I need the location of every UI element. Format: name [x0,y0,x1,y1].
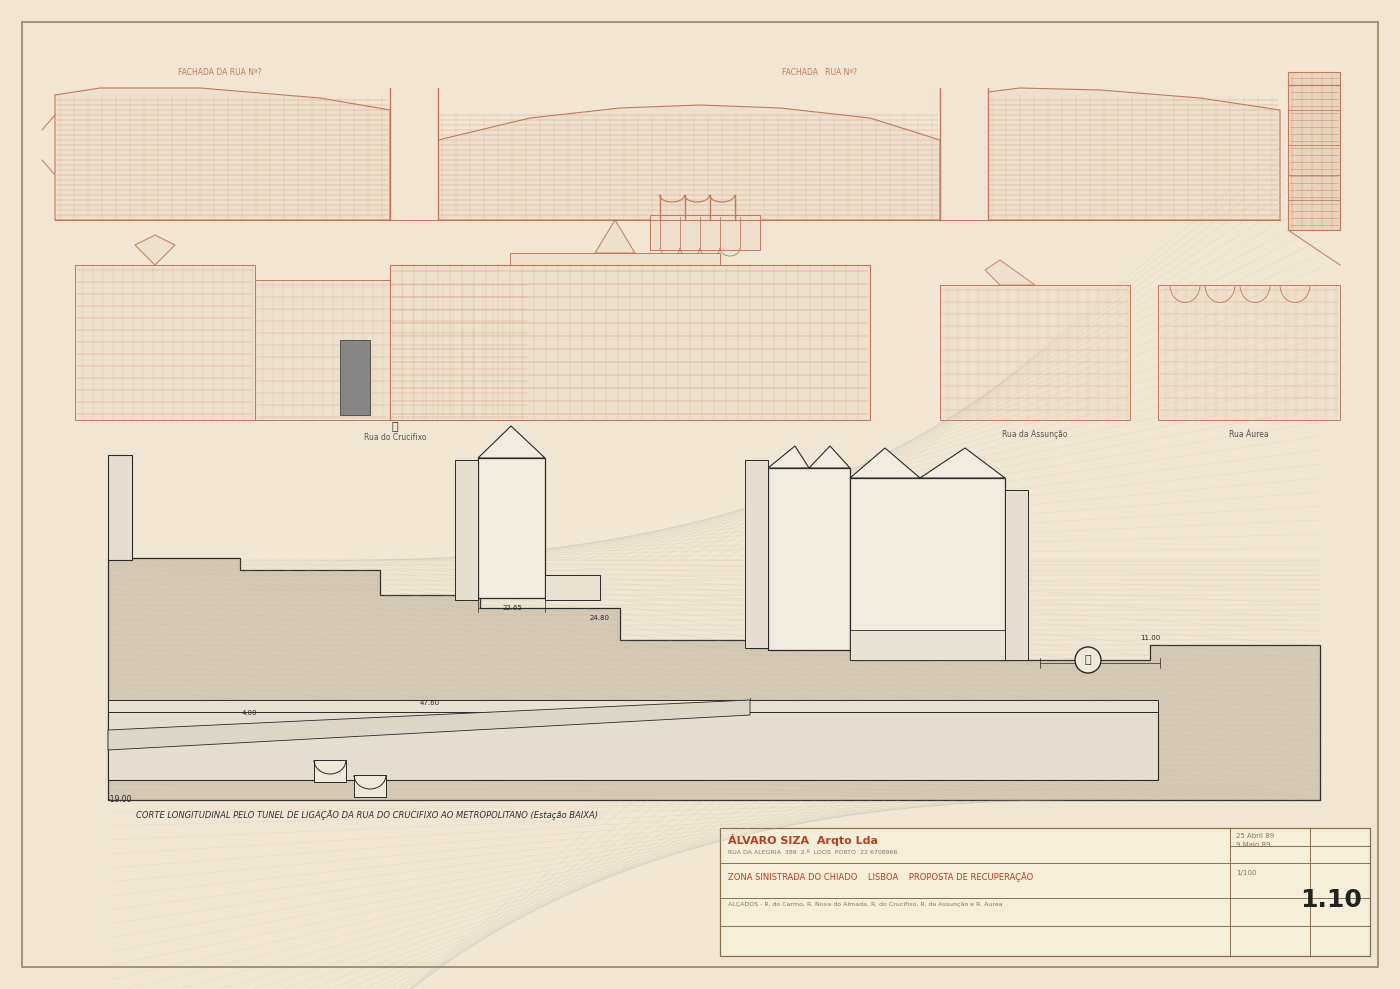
Polygon shape [809,446,850,468]
Text: 4.00: 4.00 [242,710,258,716]
Polygon shape [769,446,809,468]
Text: Ⓜ: Ⓜ [1085,655,1092,665]
Bar [745,460,769,648]
Bar [1005,490,1028,660]
Text: 25 Abril 89: 25 Abril 89 [1236,833,1274,839]
Text: 1/100: 1/100 [1236,870,1256,876]
Text: Rua Áurea: Rua Áurea [1229,430,1268,439]
Text: Ⓜ: Ⓜ [392,422,399,432]
Polygon shape [988,88,1280,220]
Text: -19.00: -19.00 [108,795,133,804]
Text: Rua IVENS: Rua IVENS [463,513,469,546]
Text: ZONA SINISTRADA DO CHIADO    LISBOA    PROPOSTA DE RECUPERAÇÃO: ZONA SINISTRADA DO CHIADO LISBOA PROPOST… [728,872,1033,882]
Polygon shape [134,235,175,265]
Polygon shape [108,558,1320,800]
Bar [391,88,438,220]
Circle shape [1075,647,1100,673]
Bar [510,253,720,265]
Bar [108,455,132,560]
Text: 22.65: 22.65 [503,605,522,611]
Polygon shape [55,88,391,220]
Text: RUA NOVA DO ALMADA: RUA NOVA DO ALMADA [755,522,759,585]
Text: Rua do Crucifixo: Rua do Crucifixo [364,433,426,442]
Bar [769,468,850,650]
Bar [255,280,531,420]
Polygon shape [595,220,636,253]
Text: RUA CRUCIFIXO: RUA CRUCIFIXO [1014,554,1019,596]
Bar [340,340,370,415]
Bar [108,710,1158,780]
Polygon shape [920,448,1005,478]
Bar [76,265,255,420]
Polygon shape [108,700,750,750]
Text: FACHADA DA RUA Nº?: FACHADA DA RUA Nº? [178,67,262,76]
Text: 11.00: 11.00 [1140,635,1161,641]
Text: 24.80: 24.80 [589,615,610,621]
Polygon shape [477,426,545,458]
Bar [477,458,545,598]
Bar [545,575,601,600]
Text: Rua Anchieta: Rua Anchieta [118,485,123,531]
Bar [650,215,760,250]
Polygon shape [1288,72,1340,230]
Text: 1.10: 1.10 [1301,888,1362,912]
Polygon shape [986,260,1035,285]
Polygon shape [850,448,920,478]
Text: FACHADA   RUA Nº?: FACHADA RUA Nº? [783,67,857,76]
Text: 9 Maio 89: 9 Maio 89 [1236,842,1271,848]
Bar [108,700,1158,712]
Bar [850,478,1005,660]
Bar [939,88,988,220]
Bar [939,285,1130,420]
Bar [354,775,386,797]
Bar [720,828,1371,956]
Bar [455,460,477,600]
Text: RUA DA ALEGRIA  389  2.º  LOOS  PORTO  22 6708966: RUA DA ALEGRIA 389 2.º LOOS PORTO 22 670… [728,850,897,855]
Text: ÁLVARO SIZA  Arqto Lda: ÁLVARO SIZA Arqto Lda [728,834,878,846]
Bar [391,265,869,420]
Text: 47.60: 47.60 [420,700,440,706]
Polygon shape [438,105,939,220]
Bar [314,760,346,782]
Bar [850,630,1005,660]
Text: CORTE LONGITUDINAL PELO TUNEL DE LIGAÇÃO DA RUA DO CRUCIFIXO AO METROPOLITANO (E: CORTE LONGITUDINAL PELO TUNEL DE LIGAÇÃO… [136,810,598,820]
Text: Rua da Assunção: Rua da Assunção [1002,430,1068,439]
Text: ALÇADOS - R. do Carmo, R. Nova do Almada, R. do Crucifixo, R. da Assunção e R. A: ALÇADOS - R. do Carmo, R. Nova do Almada… [728,902,1002,907]
Bar [1158,285,1340,420]
